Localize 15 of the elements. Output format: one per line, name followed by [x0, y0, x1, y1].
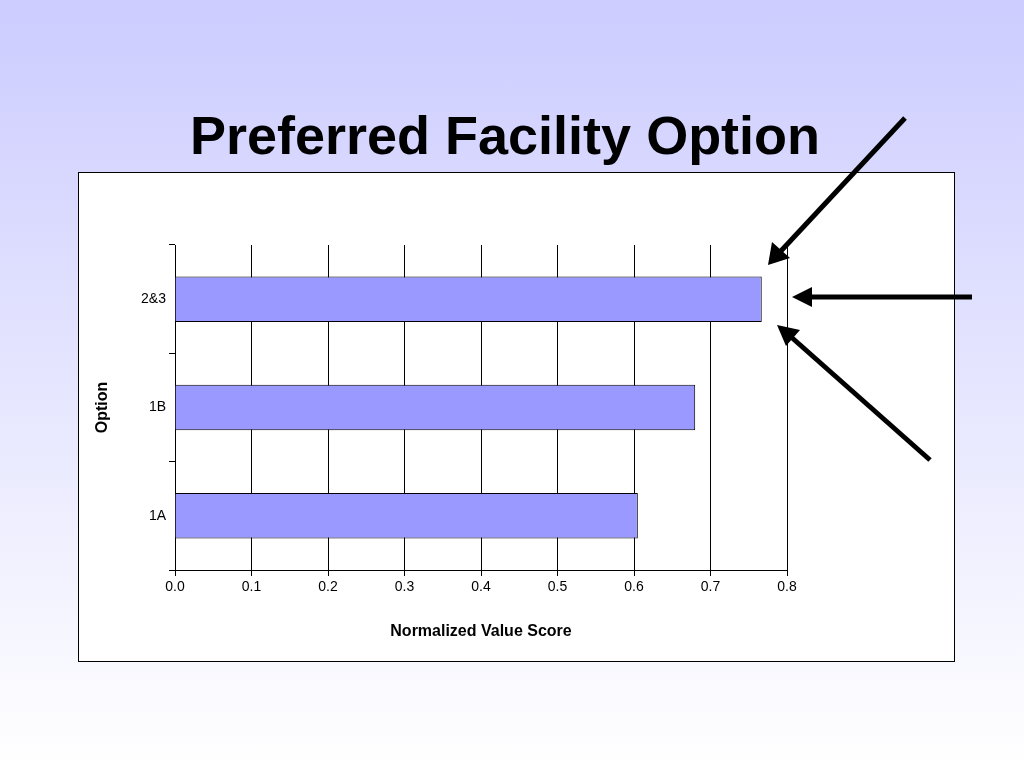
x-tick-label: 0.7 — [700, 578, 721, 595]
y-axis-title: Option — [93, 381, 111, 434]
x-tick-label: 0.1 — [241, 578, 262, 595]
x-tick-label: 0.5 — [547, 578, 568, 595]
x-tick-label: 0.3 — [394, 578, 415, 595]
x-tick-label: 0.4 — [471, 578, 491, 595]
y-tick-label: 1B — [148, 398, 166, 415]
x-axis-title: Normalized Value Score — [390, 621, 572, 639]
chart-title: Preferred Facility Option — [188, 104, 822, 167]
x-tick-label: 0.0 — [165, 578, 185, 595]
y-tick-label: 2&3 — [141, 290, 167, 307]
y-tick-label: 1A — [148, 506, 167, 523]
x-tick-label: 0.8 — [777, 578, 797, 595]
x-tick-label: 0.6 — [624, 578, 644, 595]
x-tick-label: 0.2 — [318, 578, 338, 595]
